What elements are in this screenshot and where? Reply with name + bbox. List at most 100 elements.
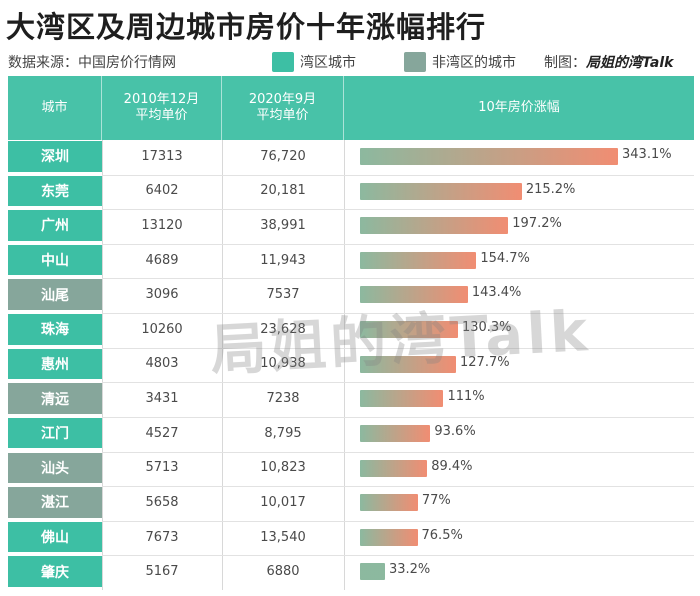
- growth-bar: [360, 528, 418, 546]
- row-divider: [102, 416, 694, 418]
- growth-bar-cell: 93.6%: [360, 417, 690, 450]
- city-cell: 珠海: [8, 314, 102, 345]
- price-2010-cell: 7673: [145, 529, 179, 545]
- growth-label: 111%: [447, 389, 485, 405]
- legend-label-non-bay: 非湾区的城市: [432, 55, 516, 71]
- price-2020-cell: 10,823: [260, 460, 306, 476]
- price-2010-cell: 3096: [145, 287, 179, 303]
- price-2020-cell: 13,540: [260, 529, 306, 545]
- growth-label: 215.2%: [525, 181, 576, 197]
- row-divider: [102, 382, 694, 384]
- price-2010-cell: 3431: [145, 391, 179, 407]
- growth-bar-cell: 154.7%: [360, 244, 690, 277]
- growth-bar-cell: 343.1%: [360, 140, 690, 173]
- header-price-2010: 2010年12月 平均单价: [102, 76, 222, 140]
- header-price-2020: 2020年9月 平均单价: [222, 76, 344, 140]
- city-cell: 中山: [8, 244, 102, 276]
- price-2010-cell: 4689: [145, 252, 179, 268]
- table-row: 江门 4527 8,795 93.6%: [8, 417, 694, 450]
- table-row: 佛山 7673 13,540 76.5%: [8, 521, 694, 554]
- table-row: 广州 13120 38,991 197.2%: [8, 209, 694, 242]
- row-divider: [102, 520, 694, 522]
- price-2010-cell: 5658: [145, 494, 179, 510]
- growth-label: 93.6%: [434, 423, 476, 439]
- growth-bar: [360, 286, 468, 304]
- page-title: 大湾区及周边城市房价十年涨幅排行: [6, 10, 487, 44]
- price-2020-cell: 10,017: [260, 494, 306, 510]
- growth-label: 197.2%: [512, 216, 562, 232]
- table-row: 清远 3431 7238 111%: [8, 382, 694, 415]
- row-divider: [102, 209, 694, 211]
- price-2020-cell: 11,943: [260, 252, 306, 268]
- growth-bar: [360, 494, 418, 512]
- growth-bar-cell: 77%: [360, 486, 690, 519]
- growth-bar: [360, 321, 458, 339]
- growth-label: 143.4%: [471, 285, 522, 301]
- price-2020-cell: 38,991: [260, 217, 306, 233]
- growth-bar-cell: 215.2%: [360, 175, 690, 208]
- table-row: 惠州 4803 10,938 127.7%: [8, 348, 694, 381]
- growth-bar-cell: 89.4%: [360, 452, 690, 485]
- price-2010-cell: 17313: [141, 148, 183, 164]
- row-divider: [102, 486, 694, 488]
- credit: 制图：局姐的湾Talk: [544, 52, 673, 72]
- header-city: 城市: [8, 76, 102, 140]
- growth-bar: [360, 459, 428, 477]
- table-row: 珠海 10260 23,628 130.3%: [8, 313, 694, 346]
- subtitle-bar: 数据来源：中国房价行情网 湾区城市 非湾区的城市 制图：局姐的湾Talk: [8, 50, 694, 72]
- credit-label: 制图：: [544, 55, 586, 71]
- growth-label: 77%: [421, 493, 451, 509]
- price-2010-cell: 13120: [141, 217, 183, 233]
- row-divider: [102, 243, 694, 245]
- row-divider: [102, 313, 694, 315]
- price-2010-cell: 6402: [145, 183, 179, 199]
- table-row: 湛江 5658 10,017 77%: [8, 486, 694, 519]
- growth-bar-cell: 111%: [360, 382, 690, 415]
- growth-bar-cell: 197.2%: [360, 209, 690, 242]
- growth-label: 343.1%: [622, 147, 672, 162]
- table-row: 肇庆 5167 6880 33.2%: [8, 555, 694, 588]
- column-divider: [344, 140, 345, 590]
- city-cell: 东莞: [8, 175, 102, 207]
- growth-label: 89.4%: [431, 458, 473, 474]
- table-row: 深圳 17313 76,720 343.1%: [8, 140, 694, 173]
- growth-bar: [360, 148, 618, 165]
- growth-bar-cell: 130.3%: [360, 313, 690, 346]
- price-2020-cell: 7537: [266, 287, 300, 303]
- city-cell: 惠州: [8, 348, 102, 380]
- header-growth: 10年房价涨幅: [478, 100, 560, 115]
- price-2010-cell: 5167: [145, 564, 179, 580]
- growth-label: 154.7%: [480, 250, 530, 266]
- price-2010-cell: 4527: [145, 425, 179, 441]
- city-cell: 肇庆: [8, 556, 102, 587]
- row-divider: [102, 278, 694, 280]
- city-cell: 清远: [8, 383, 102, 414]
- column-divider: [222, 140, 223, 590]
- growth-label: 76.5%: [421, 527, 463, 543]
- table-row: 中山 4689 11,943 154.7%: [8, 244, 694, 277]
- city-cell: 广州: [8, 210, 102, 241]
- legend-label-bay: 湾区城市: [300, 55, 356, 71]
- growth-label: 33.2%: [388, 562, 431, 578]
- row-divider: [102, 555, 694, 557]
- price-table: 城市 2010年12月 平均单价 2020年9月 平均单价 10年房价涨幅 深圳 17…: [8, 76, 694, 590]
- growth-bar: [360, 563, 385, 581]
- table-row: 汕尾 3096 7537 143.4%: [8, 278, 694, 311]
- growth-bar-cell: 33.2%: [360, 555, 690, 588]
- city-cell: 深圳: [8, 141, 102, 172]
- table-header: 城市 2010年12月 平均单价 2020年9月 平均单价 10年房价涨幅: [8, 76, 694, 140]
- city-cell: 江门: [8, 417, 102, 449]
- price-2020-cell: 23,628: [260, 321, 306, 337]
- price-2020-cell: 10,938: [260, 356, 306, 372]
- row-divider: [102, 174, 694, 176]
- city-cell: 汕尾: [8, 279, 102, 310]
- growth-bar: [360, 424, 431, 442]
- price-2010-cell: 5713: [145, 460, 179, 476]
- city-cell: 湛江: [8, 487, 102, 518]
- growth-label: 130.3%: [461, 320, 512, 336]
- row-divider: [102, 347, 694, 349]
- price-2020-cell: 8,795: [264, 425, 302, 441]
- growth-bar-cell: 143.4%: [360, 278, 690, 311]
- growth-bar: [360, 251, 477, 269]
- table-row: 东莞 6402 20,181 215.2%: [8, 175, 694, 208]
